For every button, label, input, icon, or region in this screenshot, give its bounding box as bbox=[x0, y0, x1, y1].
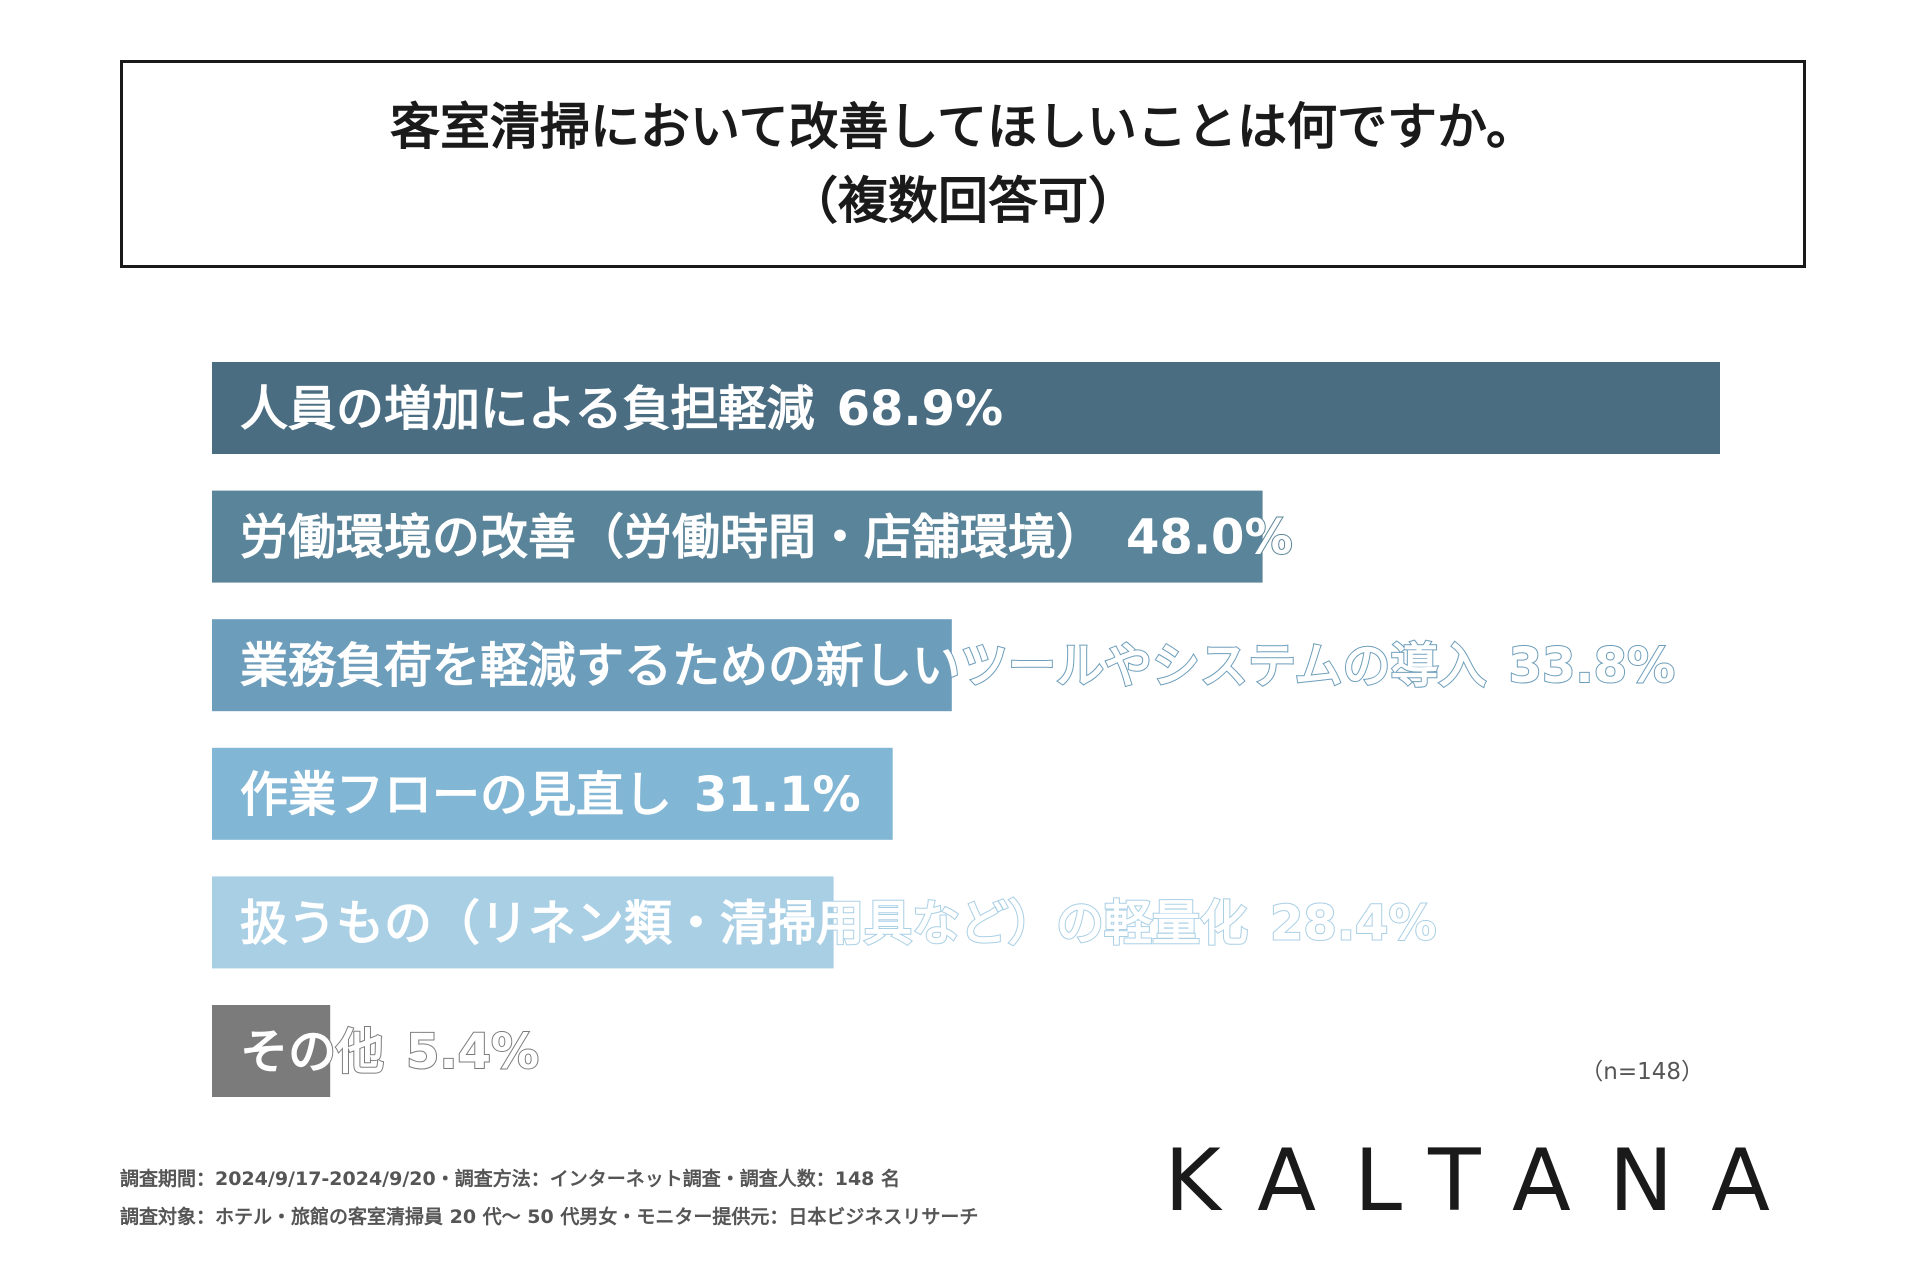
value-label-5: 5.4% bbox=[406, 1024, 539, 1080]
bar-3 bbox=[212, 747, 893, 840]
value-label-4: 28.4% bbox=[1270, 895, 1437, 951]
bar-4 bbox=[212, 876, 834, 969]
value-label-2: 33.8% bbox=[1509, 638, 1676, 694]
category-label-5: その他 bbox=[240, 1024, 384, 1080]
category-label-0: 人員の増加による負担軽減 bbox=[240, 381, 815, 437]
bar-label-4: 扱うもの（リネン類・清掃用具など）の軽量化 28.4% bbox=[240, 895, 1437, 951]
value-label-3: 31.1% bbox=[694, 767, 861, 823]
bar-1 bbox=[212, 490, 1263, 583]
bar-2 bbox=[212, 619, 952, 712]
category-label-1: 労働環境の改善（労働時間・店舗環境） bbox=[240, 510, 1104, 566]
category-label-2: 業務負荷を軽減するための新しいツールやシステムの導入 bbox=[240, 638, 1487, 694]
bar-label-2: 業務負荷を軽減するための新しいツールやシステムの導入 33.8% bbox=[240, 638, 1675, 694]
kaltana-logo: KALTANA bbox=[1164, 1131, 1808, 1231]
survey-target-note: 調査対象：ホテル・旅館の客室清掃員 20 代〜 50 代男女・モニター提供元：日… bbox=[120, 1206, 979, 1228]
bar-label-1: 労働環境の改善（労働時間・店舗環境） 48.0% bbox=[240, 510, 1293, 566]
chart-title: 客室清掃において改善してほしいことは何ですか。 bbox=[390, 98, 1536, 156]
bar-5 bbox=[212, 1005, 331, 1097]
chart-title-box: 客室清掃において改善してほしいことは何ですか。 （複数回答可） bbox=[120, 60, 1806, 268]
bar-0 bbox=[212, 362, 1720, 454]
category-label-3: 作業フローの見直し bbox=[240, 767, 672, 823]
survey-period-note: 調査期間：2024/9/17-2024/9/20・調査方法：インターネット調査・… bbox=[120, 1168, 901, 1190]
bar-label-5: その他 5.4% bbox=[240, 1024, 539, 1080]
bar-label-3: 作業フローの見直し 31.1% bbox=[240, 767, 861, 823]
value-label-0: 68.9% bbox=[837, 381, 1004, 437]
value-label-1: 48.0% bbox=[1126, 510, 1293, 566]
category-label-4: 扱うもの（リネン類・清掃用具など）の軽量化 bbox=[240, 895, 1248, 951]
chart-subtitle: （複数回答可） bbox=[788, 172, 1138, 230]
bar-label-0: 人員の増加による負担軽減 68.9% bbox=[240, 381, 1003, 437]
sample-size-label: （n=148） bbox=[1580, 1059, 1704, 1085]
